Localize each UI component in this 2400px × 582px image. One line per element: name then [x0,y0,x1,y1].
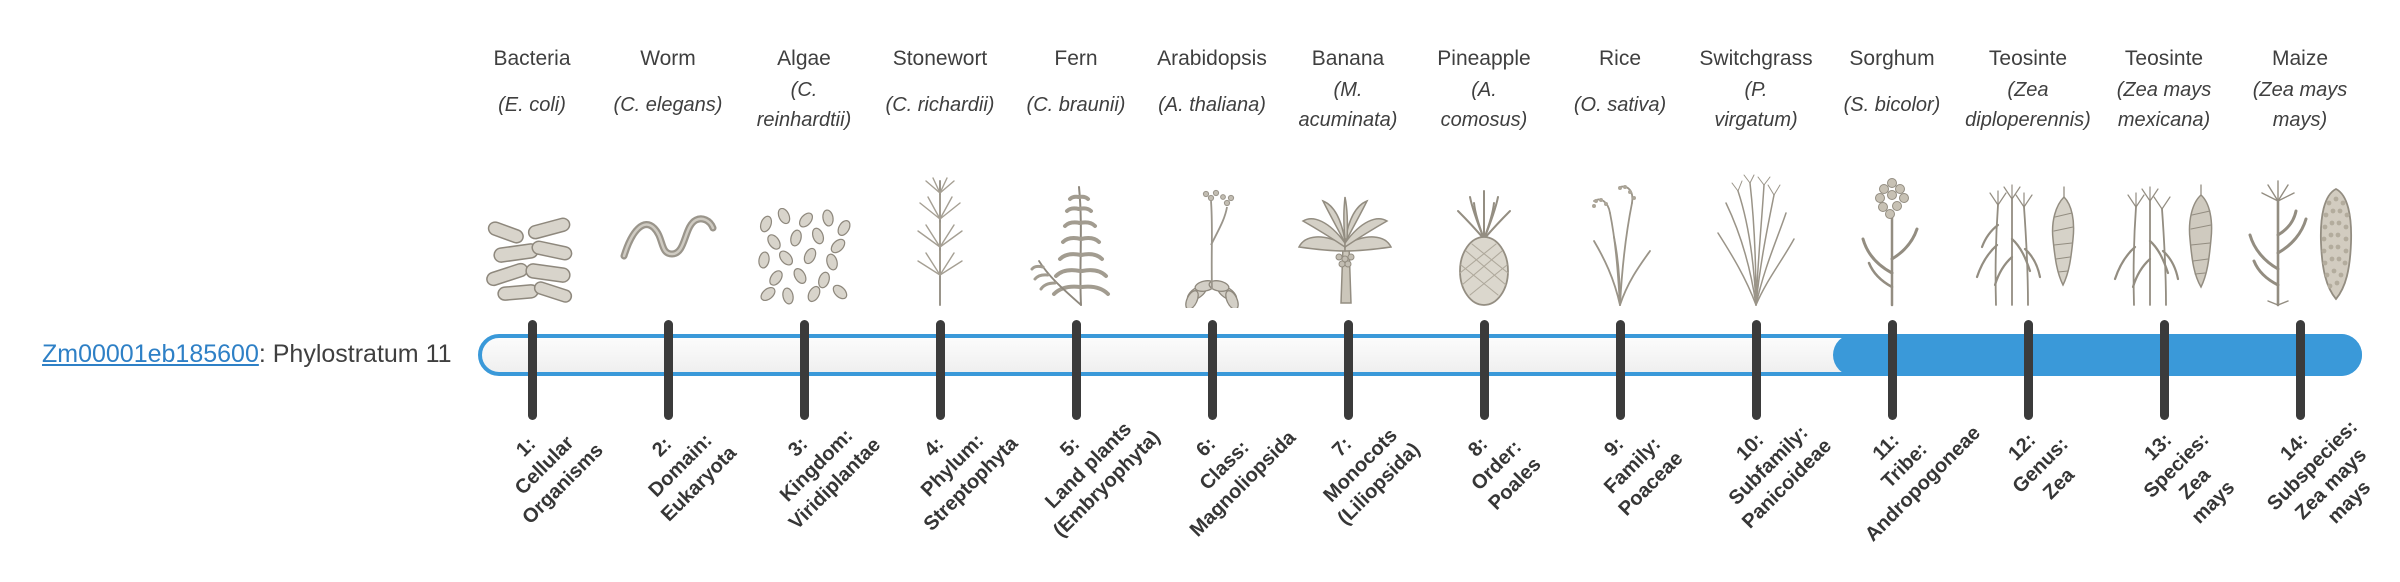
organism-column-teosinte-diploperennis: Teosinte (Zea diploperennis) [1960,44,2096,306]
tick-phylostratum-7 [1344,320,1353,420]
organism-latin-name: (E. coli) [498,94,566,116]
organism-column-sorghum: Sorghum (S. bicolor) [1824,44,1960,307]
organism-latin-name: (C. reinhardtii) [756,79,852,131]
organism-name: Teosinte [1988,47,2068,70]
organism-name: Switchgrass [1699,47,1813,70]
gene-phylostratum-text: : Phylostratum 11 [258,340,452,368]
organism-column-fern: Fern (C. braunii) [1008,44,1144,306]
organism-column-bacteria: Bacteria (E. coli) [464,44,600,303]
organism-name: Pineapple [1437,47,1531,70]
tick-phylostratum-10 [1752,320,1761,420]
organism-column-teosinte-mexicana: Teosinte (Zea mays mexicana) [2096,44,2232,306]
phylostratum-fill [1833,334,2362,376]
arabidopsis-icon [1144,150,1280,308]
tick-phylostratum-11 [1888,320,1897,420]
organism-name: Stonewort [892,47,988,70]
organism-column-rice: Rice (O. sativa) [1552,44,1688,306]
organism-name: Teosinte [2124,47,2204,70]
rice-icon [1552,150,1688,308]
organism-latin-name: (C. elegans) [613,94,723,116]
gene-label: Zm00001eb185600: Phylostratum 11 [42,340,452,369]
tick-phylostratum-4 [936,320,945,420]
sorghum-icon [1824,150,1960,308]
organism-latin-name: (C. richardii) [885,94,995,116]
teosinte-mexicana-icon [2096,150,2232,308]
organism-latin-name: (P. virgatum) [1714,79,1798,131]
fern-icon [1008,150,1144,308]
organism-name: Worm [640,47,696,70]
organism-name: Fern [1054,47,1098,70]
tick-phylostratum-13 [2160,320,2169,420]
organism-name: Rice [1598,47,1641,70]
tick-phylostratum-1 [528,320,537,420]
organism-latin-name: (Zea diploperennis) [1965,79,2091,131]
tick-phylostratum-9 [1616,320,1625,420]
organism-latin-name: (O. sativa) [1573,94,1667,116]
organism-name: Bacteria [493,47,571,70]
organism-column-switchgrass: Switchgrass (P. virgatum) [1688,44,1824,306]
tick-phylostratum-6 [1208,320,1217,420]
organism-latin-name: (Zea mays mays) [2252,79,2348,131]
tick-phylostratum-14 [2296,320,2305,420]
organism-column-arabidopsis: Arabidopsis (A. thaliana) [1144,44,1280,308]
organism-column-worm: Worm (C. elegans) [600,44,736,260]
organism-name: Maize [2271,47,2329,70]
algae-icon [736,150,872,308]
maize-icon [2232,150,2368,308]
pineapple-icon [1416,150,1552,308]
organism-column-pineapple: Pineapple (A. comosus) [1416,44,1552,306]
organism-name: Algae [777,47,831,70]
organism-latin-name: (A. comosus) [1440,79,1528,131]
organism-latin-name: (M. acuminata) [1298,79,1398,131]
tick-phylostratum-2 [664,320,673,420]
organism-latin-name: (S. bicolor) [1843,94,1941,116]
tick-phylostratum-12 [2024,320,2033,420]
organism-latin-name: (C. braunii) [1026,94,1126,116]
bacteria-icon [464,150,600,308]
teosinte-diploperennis-icon [1960,150,2096,308]
organism-column-banana: Banana (M. acuminata) [1280,44,1416,304]
tick-phylostratum-8 [1480,320,1489,420]
tick-phylostratum-5 [1072,320,1081,420]
worm-icon [600,150,736,308]
organism-column-algae: Algae (C. reinhardtii) [736,44,872,305]
stonewort-icon [872,150,1008,308]
organism-name: Arabidopsis [1157,47,1267,70]
tick-phylostratum-3 [800,320,809,420]
switchgrass-icon [1688,150,1824,308]
organism-column-maize: Maize (Zea mays mays) [2232,44,2368,307]
banana-icon [1280,150,1416,308]
gene-id-link[interactable]: Zm00001eb185600 [42,340,259,368]
organism-latin-name: (A. thaliana) [1158,94,1266,116]
organism-latin-name: (Zea mays mexicana) [2116,79,2212,131]
organism-name: Banana [1311,47,1385,70]
organism-column-stonewort: Stonewort (C. richardii) [872,44,1008,306]
organism-name: Sorghum [1849,47,1935,70]
